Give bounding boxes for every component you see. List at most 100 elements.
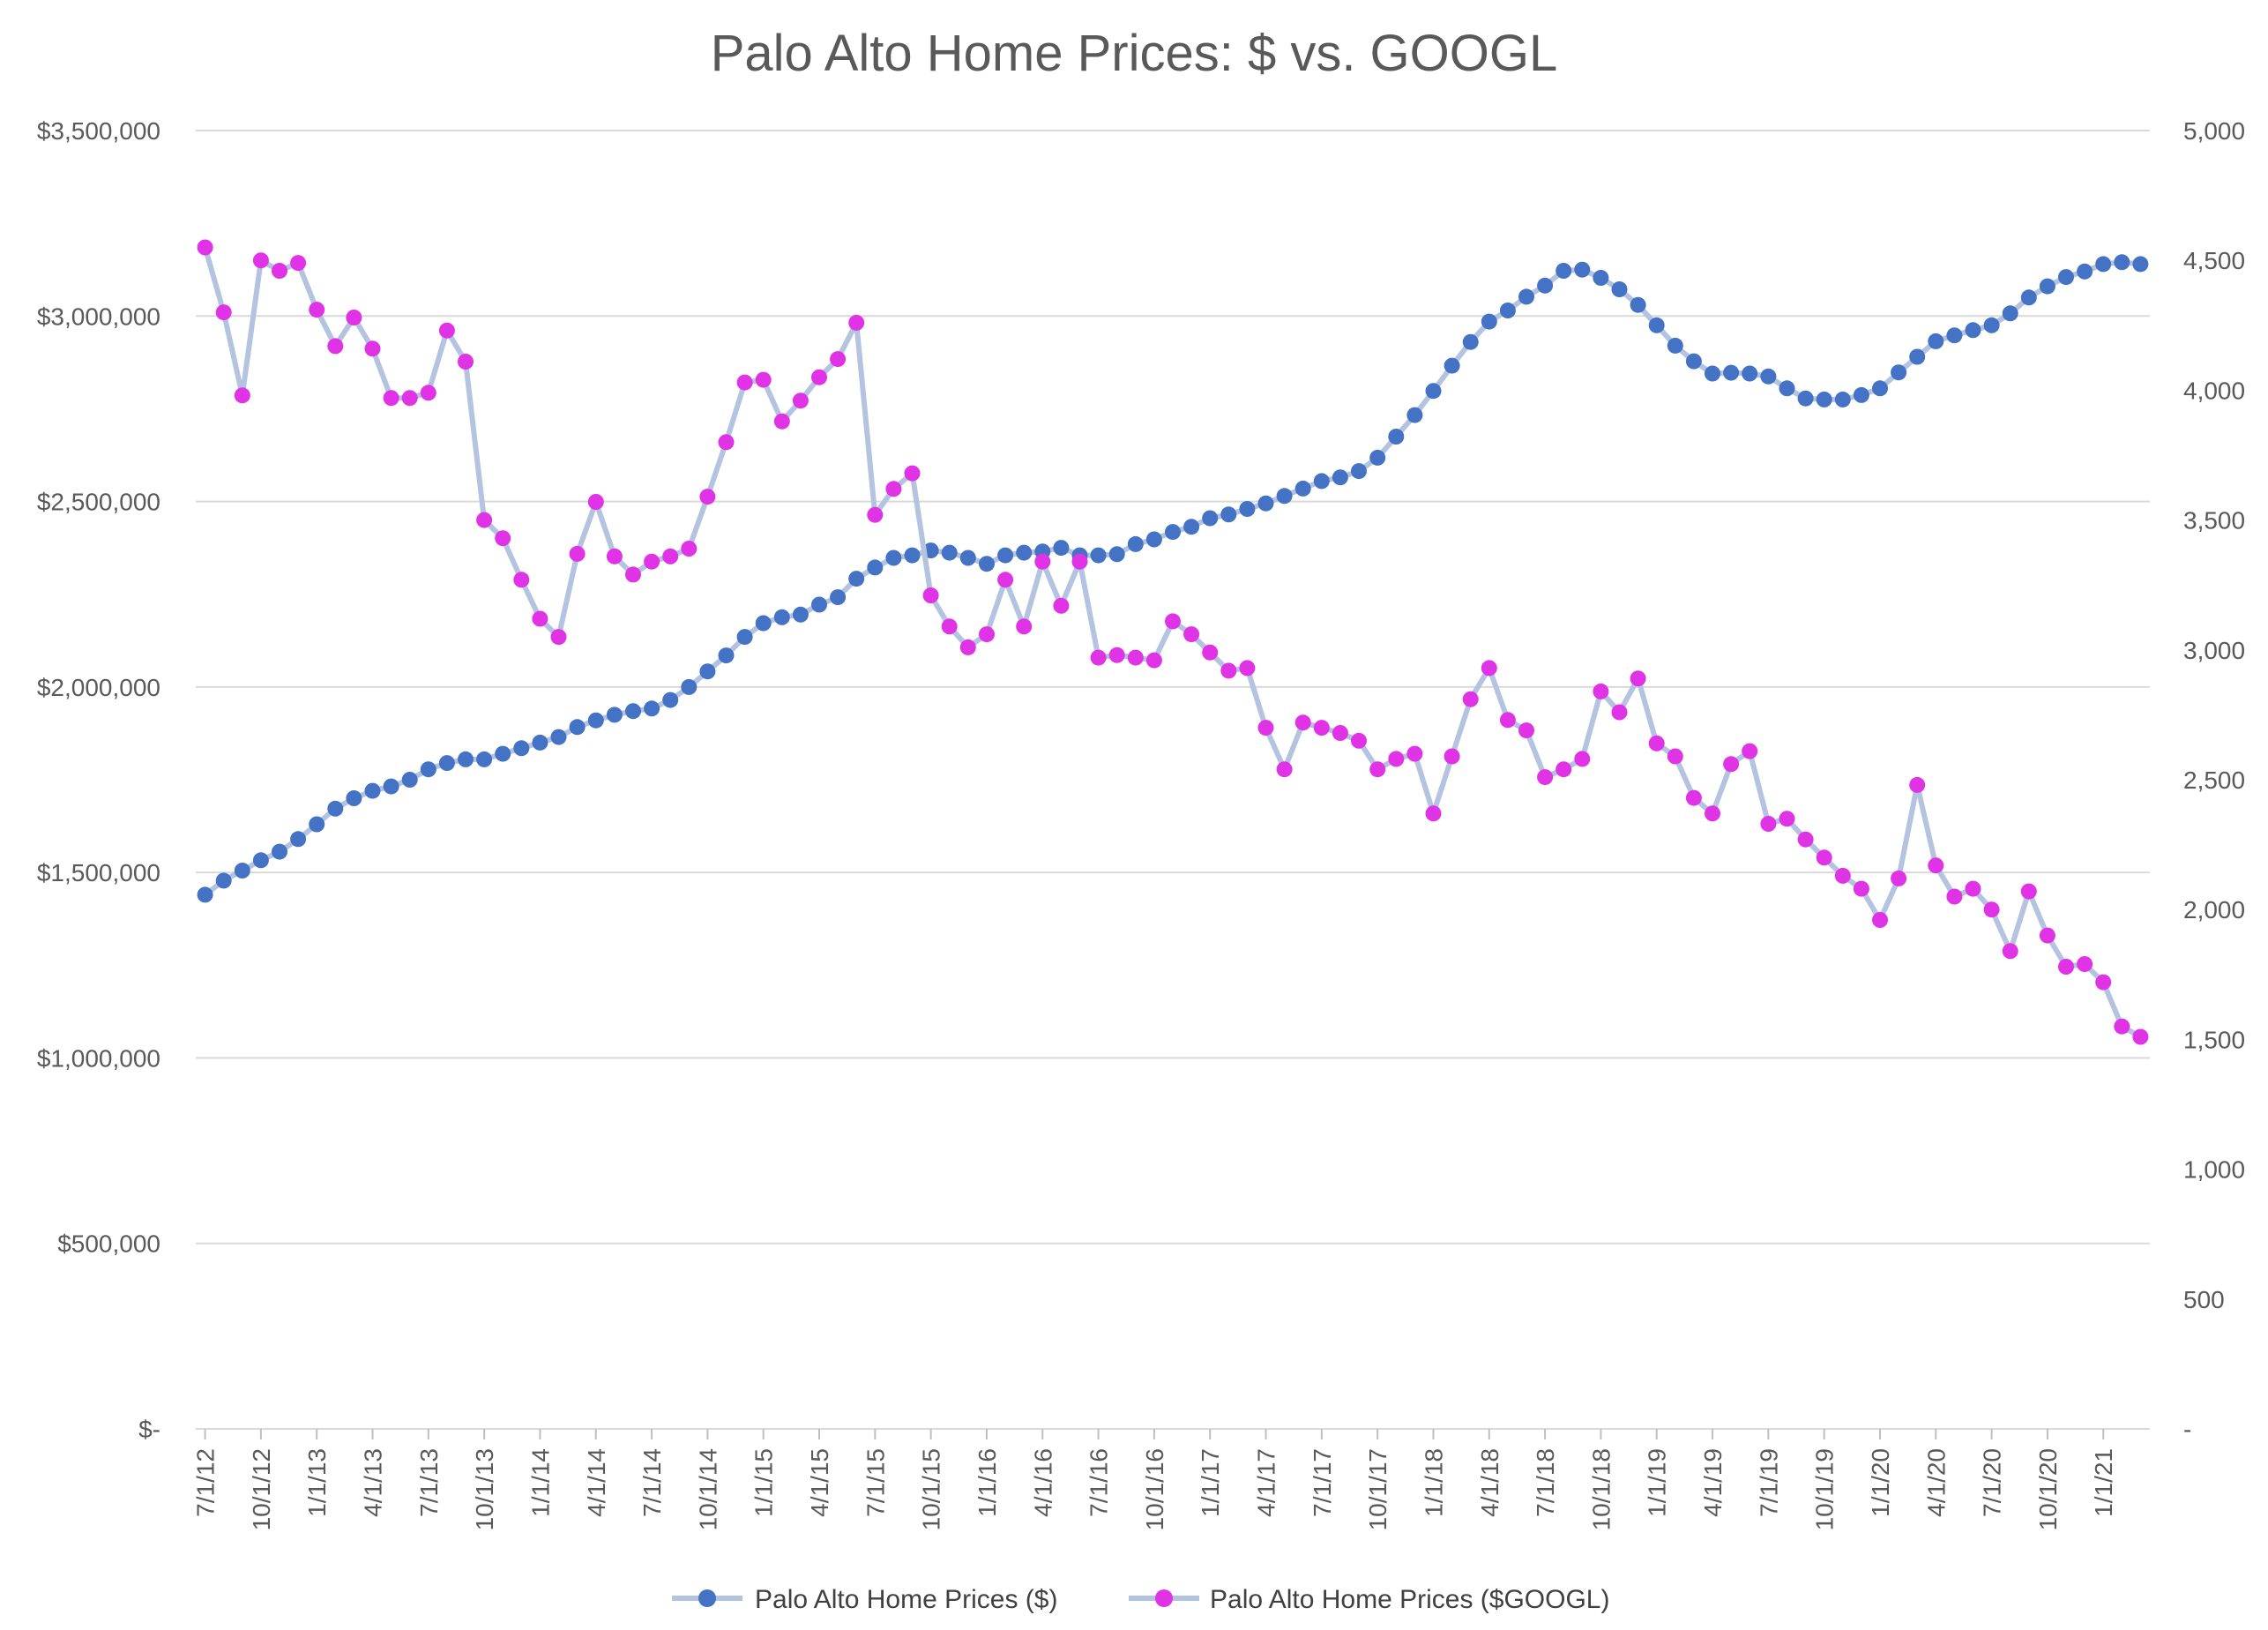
legend-label: Palo Alto Home Prices ($) [755,1585,1057,1614]
data-point [1257,495,1274,512]
data-point [792,606,809,623]
data-point [234,387,250,404]
data-point [309,302,325,318]
data-point [1313,473,1330,490]
x-axis-tick-label: 7/1/13 [415,1448,443,1517]
data-point [2132,256,2149,273]
series-2 [197,239,2149,1045]
x-axis-tick-label: 10/1/16 [1141,1448,1168,1530]
data-point [2132,1028,2149,1045]
data-point [606,707,623,723]
data-point [625,703,641,720]
data-point [1165,613,1181,630]
gridlines [196,130,2150,1430]
data-point [1444,748,1460,765]
data-point [1406,745,1423,762]
data-point [587,494,604,510]
data-point [1145,652,1162,669]
data-point [1760,368,1777,385]
x-axis-tick-label: 10/1/12 [248,1448,275,1530]
data-point [2002,305,2018,322]
data-point [383,778,399,795]
data-point [1406,407,1423,423]
series-line [202,244,2144,1040]
data-point [1909,348,1926,365]
data-point [1220,506,1237,523]
data-point [2095,256,2112,273]
data-point [979,626,995,643]
x-axis-tick-label: 1/1/13 [303,1448,331,1517]
data-point [1462,333,1479,350]
x-axis-tick-label: 7/1/15 [862,1448,889,1517]
data-point [848,571,865,587]
x-axis-tick-label: 10/1/19 [1811,1448,1839,1530]
data-point [1983,901,2000,918]
data-point [1537,277,1554,294]
x-axis-tick-label: 10/1/17 [1364,1448,1391,1530]
data-point [1928,333,1944,349]
series-line [202,259,2144,898]
data-point [476,751,493,767]
data-point [1872,912,1888,928]
data-point [1891,364,1907,381]
x-axis-tick-label: 10/1/14 [694,1448,721,1530]
data-point [458,751,474,767]
series-layer [197,239,2149,1045]
data-point [941,544,958,561]
data-point [513,572,530,588]
data-point [1965,322,1981,339]
data-point [867,506,884,523]
x-axis-tick-label: 7/1/16 [1086,1448,1113,1517]
right-axis-tick-label: - [2183,1416,2191,1443]
data-point [1518,288,1534,305]
data-point [550,629,567,646]
data-point [364,340,381,357]
data-point [718,647,735,664]
data-point [1685,353,1702,370]
data-point [1257,720,1274,736]
right-axis-tick-label: 5,000 [2183,117,2245,145]
data-point [1946,888,1963,905]
data-point [2039,927,2055,944]
data-point [383,390,399,407]
data-point [1574,751,1591,767]
data-point [532,734,548,751]
data-point [1630,296,1646,313]
data-point [476,512,493,528]
data-point [290,831,307,848]
data-point [736,374,753,391]
data-point [420,761,436,778]
data-point [1444,357,1460,374]
data-point [885,481,902,497]
legend-item: Palo Alto Home Prices ($) [672,1585,1057,1614]
left-axis-tick-label: $1,500,000 [37,859,160,886]
data-point [997,572,1014,588]
data-point [755,615,772,632]
data-point [1648,317,1665,333]
data-point [811,369,827,385]
x-axis-tick-label: 4/1/16 [1029,1448,1056,1517]
data-point [2002,943,2018,960]
x-axis-tick-label: 1/1/20 [1867,1448,1894,1517]
data-point [1834,391,1851,408]
x-axis-tick-label: 4/1/19 [1699,1448,1727,1517]
data-point [922,587,939,603]
data-point [364,782,381,799]
data-point [458,354,474,370]
data-point [1593,270,1609,286]
data-point [1723,364,1740,381]
data-point [1388,751,1405,767]
left-axis-tick-label: $2,500,000 [37,489,160,516]
data-point [662,692,679,708]
right-axis-tick-label: 4,500 [2183,247,2245,274]
data-point [569,719,586,736]
data-point [1667,748,1683,765]
right-axis-tick-label: 2,000 [2183,896,2245,923]
data-point [2058,959,2074,975]
data-point [1834,867,1851,884]
data-point [1034,553,1051,570]
x-axis-tick-label: 1/1/17 [1197,1448,1224,1517]
data-point [681,678,698,695]
data-point [904,465,921,482]
data-point [1797,390,1814,407]
